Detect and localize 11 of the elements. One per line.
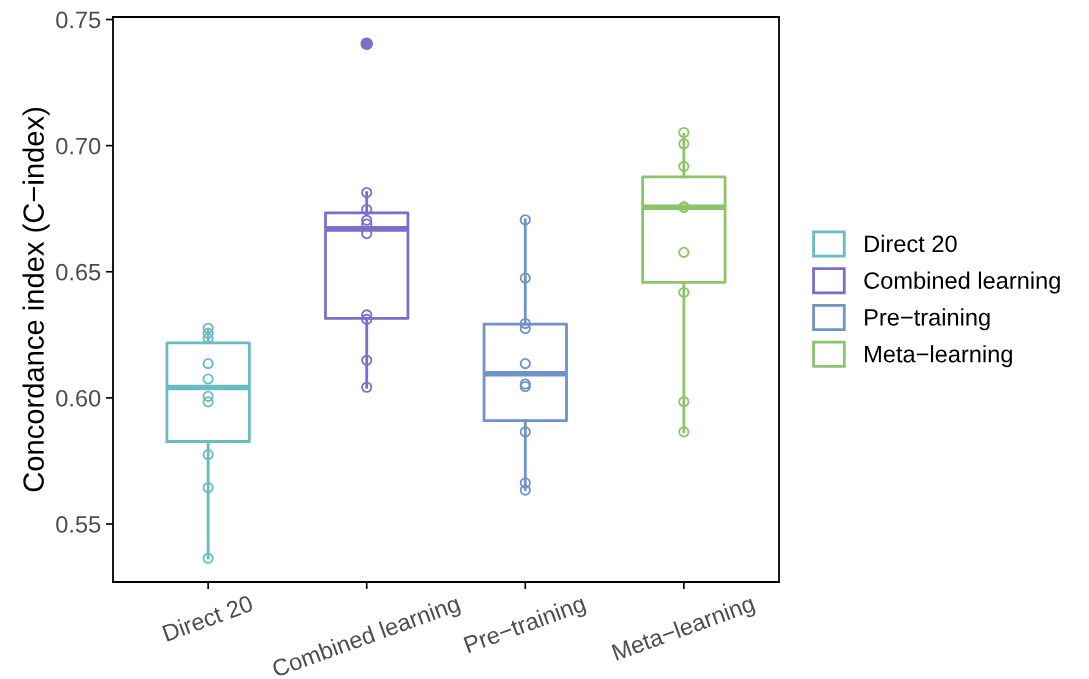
legend-label: Pre−training <box>865 308 990 331</box>
y-tick-label: 0.65 <box>56 263 101 281</box>
legend-label: Combined learning <box>864 271 1060 294</box>
y-tick-label: 0.70 <box>56 137 101 155</box>
y-tick-label: 0.55 <box>56 516 101 533</box>
legend-label: Direct 20 <box>865 234 957 253</box>
x-tick-label: Direct 20 <box>161 594 254 642</box>
y-tick-label: 0.75 <box>56 11 101 29</box>
y-tick-label: 0.60 <box>56 389 101 407</box>
y-axis-title: Concordance index (C−index) <box>22 107 50 492</box>
legend-label: Meta−learning <box>865 345 1012 368</box>
